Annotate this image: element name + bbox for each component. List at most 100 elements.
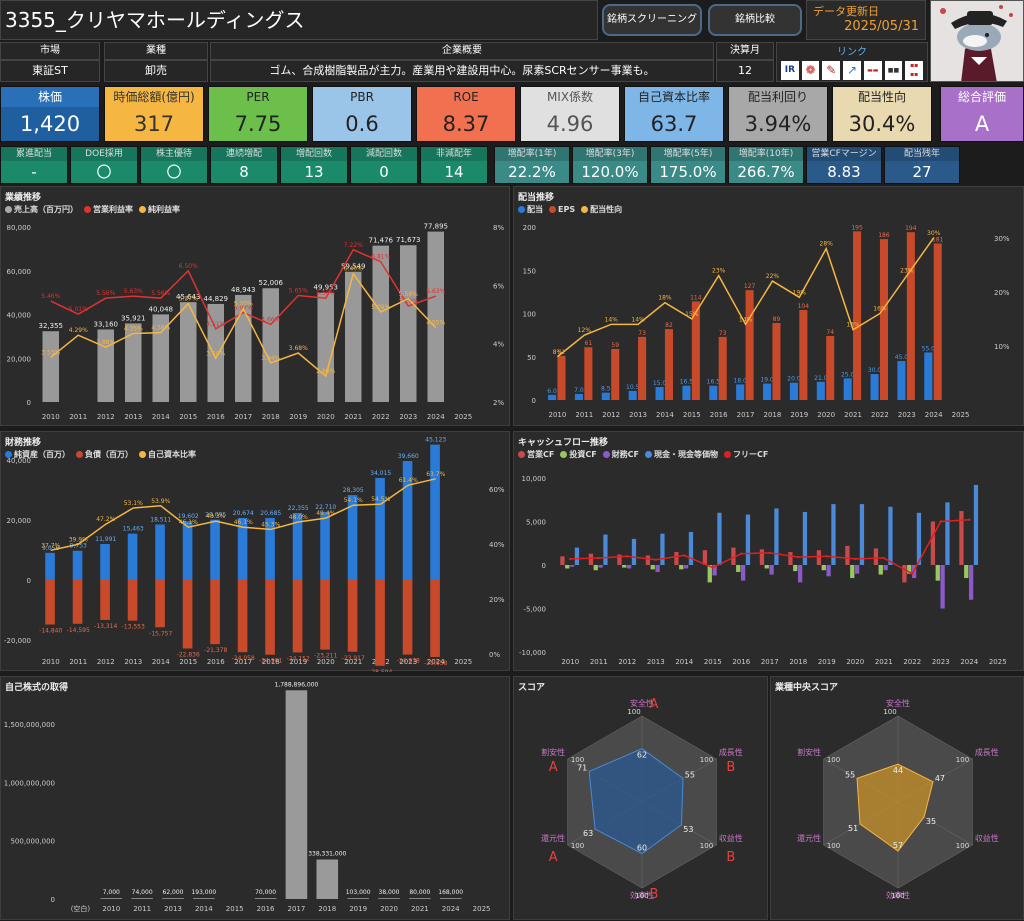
equity-ratio-data-label: 49.4%: [316, 510, 335, 517]
compare-button[interactable]: 銘柄比較: [708, 4, 802, 36]
debt-data-label: -21,378: [204, 647, 227, 654]
stat-value: 13: [304, 163, 324, 181]
shikiho-icon[interactable]: ✎: [822, 61, 841, 80]
radar-grade: A: [549, 850, 558, 865]
sales-bar: [427, 231, 444, 402]
equity-data-label: 20,685: [260, 510, 281, 517]
kpi-label: PER: [209, 87, 307, 107]
stat-value: -: [31, 163, 37, 181]
equity-ratio-data-label: 63.7%: [426, 471, 445, 478]
debt-bar: [347, 580, 358, 652]
free-cf-point: [569, 557, 572, 561]
debt-data-label: -24,878: [397, 658, 420, 665]
equity-data-label: 20,674: [233, 510, 254, 517]
radar-grade: B: [650, 887, 659, 902]
sales-data-label: 71,673: [396, 236, 421, 244]
irbank-icon[interactable]: IR: [781, 61, 799, 80]
dividend-bar: [655, 387, 664, 400]
cf-panel: キャッシュフロー推移 営業CF 投資CF 財務CF 現金・現金等価物 フリーCF…: [513, 431, 1024, 671]
cash-bar: [802, 511, 808, 565]
dividend-bar: [897, 361, 906, 400]
op-data-label: 5.01%: [69, 306, 88, 313]
radar-value: 71: [577, 763, 587, 772]
payout-data-label: 13%: [846, 322, 860, 329]
stat-label: 配当残年: [885, 147, 959, 161]
kpi-card: ROE 8.37: [416, 86, 516, 142]
debt-bar: [292, 580, 303, 653]
x-tick-label: 2022: [871, 411, 889, 419]
x-tick-label: 2025: [473, 905, 491, 913]
chart-icon[interactable]: ↗: [843, 61, 861, 80]
op-cf-bar: [902, 565, 907, 583]
kpi-label: 配当性向: [833, 87, 931, 107]
eps-data-label: 114: [690, 294, 702, 301]
kabutan-icon[interactable]: ❁: [801, 61, 820, 80]
x-tick-label: 2013: [647, 658, 665, 666]
sales-bar: [125, 323, 142, 402]
fin-cf-bar: [797, 565, 803, 583]
x-tick-label: 2019: [289, 413, 307, 421]
equity-ratio-data-label: 48.3%: [206, 513, 225, 520]
fin-legend-equity: 純資産（百万）: [14, 450, 70, 459]
inv-cf-bar: [964, 565, 969, 579]
sales-data-label: 77,895: [424, 223, 449, 231]
equity-ratio-data-label: 45.3%: [261, 521, 280, 528]
x-tick-label: 2021: [344, 413, 362, 421]
y2-tick-label: 20%: [994, 289, 1010, 297]
equity-data-label: 45,123: [425, 437, 446, 444]
equity-ratio-data-label: 37.7%: [41, 542, 60, 549]
radar-max-label: 100: [571, 842, 584, 850]
buyback-bar: [100, 898, 123, 899]
x-tick-label: 2025: [454, 658, 472, 666]
sales-data-label: 35,921: [121, 314, 146, 322]
eps-data-label: 59: [611, 342, 619, 349]
buyback-data-label: 338,331,000: [308, 851, 346, 858]
sales-data-label: 44,829: [204, 295, 229, 303]
debt-bar: [430, 580, 440, 657]
x-tick-label: 2023: [399, 413, 417, 421]
buyback-title: 自己株式の取得: [5, 683, 69, 693]
stat-label: DOE採用: [71, 147, 137, 161]
equity-bar: [210, 519, 220, 580]
div-legend-payout: 配当性向: [590, 205, 623, 214]
stat-value: 8.83: [827, 163, 861, 181]
inv-cf-bar: [650, 565, 655, 570]
kpi-label: ROE: [417, 87, 515, 107]
x-tick-label: 2013: [629, 411, 647, 419]
stat-card: 増配回数 13: [280, 146, 348, 184]
op-data-label: 6.81%: [371, 254, 390, 261]
screening-button[interactable]: 銘柄スクリーニング: [602, 4, 702, 36]
radar-value: 62: [637, 751, 647, 760]
x-tick-label: 2024: [442, 905, 460, 913]
y-tick-label: 1,000,000,000: [4, 779, 55, 787]
kpi-card: 配当性向 30.4%: [832, 86, 932, 142]
net-data-label: 6.40%: [344, 266, 363, 273]
dividend-data-label: 45.0: [895, 354, 909, 361]
sales-bar: [372, 245, 389, 402]
radar-grade: A: [549, 760, 558, 775]
sales-bar: [152, 314, 169, 402]
kpi-value: 1,420: [19, 112, 81, 136]
equity-data-label: 18,511: [150, 516, 171, 523]
x-tick-label: 2012: [97, 658, 115, 666]
cf-legend-op: 営業CF: [527, 450, 555, 459]
stock-icon[interactable]: ■■: [884, 61, 903, 80]
y2-tick-label: 8%: [493, 224, 504, 232]
cash-bar: [631, 538, 637, 565]
stat-label: 累進配当: [1, 147, 67, 161]
eps-bar: [772, 323, 781, 400]
kpi-label: PBR: [313, 87, 411, 107]
x-tick-label: 2017: [234, 413, 252, 421]
dividend-data-label: 16.5: [707, 379, 721, 386]
free-cf-point: [882, 556, 885, 560]
yutai-icon[interactable]: ▪▪ ▪▪: [905, 61, 924, 80]
equity-ratio-data-label: 46.1%: [179, 519, 198, 526]
kpi-value: 317: [133, 112, 175, 136]
perf-legend-op: 営業利益率: [93, 205, 133, 214]
net-data-label: 3.34%: [261, 355, 280, 362]
inv-cf-bar: [679, 565, 684, 570]
minkabu-icon[interactable]: ▬▬: [863, 61, 882, 80]
op-data-label: 5.56%: [316, 290, 335, 297]
fin-cf-bar: [569, 565, 575, 567]
update-label: データ更新日: [813, 5, 879, 18]
